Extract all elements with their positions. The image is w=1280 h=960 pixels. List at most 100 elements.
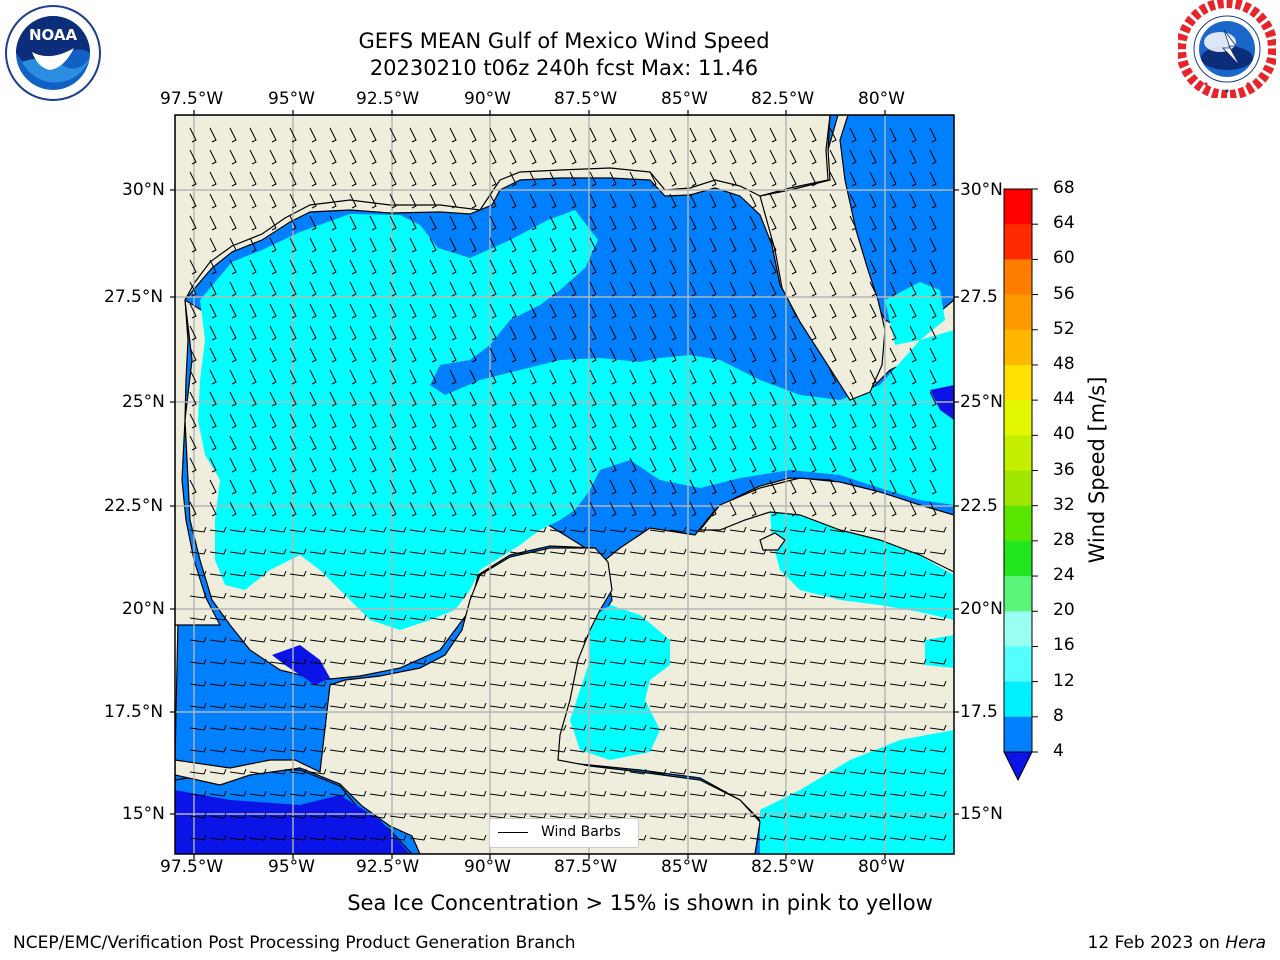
wind-barb [829,259,837,275]
wind-barb [789,680,807,687]
colorbar-tick-label: 44 [1053,389,1075,410]
wind-barb [649,435,657,451]
wind-barb [329,812,347,819]
wind-barb [349,812,367,819]
wind-barb [189,413,197,429]
wind-barb [569,636,587,643]
lat-label-left: 22.5°N [104,496,164,516]
wind-barb [709,369,717,385]
wind-barb [909,347,917,363]
wind-barb [409,746,427,753]
wind-barb [309,702,327,709]
us-mexico-coast-land [175,115,831,626]
wind-barb [649,193,657,209]
wind-barb [849,592,867,599]
wind-barb [489,391,497,407]
wind-barb [249,479,257,495]
wind-barb [529,149,537,165]
wind-barb [209,746,227,753]
wind-barb [389,548,407,555]
wind-barb [289,790,307,797]
wind-barb [849,501,857,517]
wind-barb [909,702,927,709]
wind-barb [289,237,297,253]
wind-barb [529,592,547,599]
wind-barb [289,680,307,687]
wind-barb [449,413,457,429]
wind-barb [509,724,527,731]
wind-barb [869,149,877,165]
wind-barb [329,325,337,341]
colorbar-title: Wind Speed [m/s] [1085,376,1109,564]
wind-barb [209,724,227,731]
wind-barb [789,259,797,275]
wind-barb [249,658,267,665]
wind-barb [709,614,727,621]
wind-barb [189,834,207,841]
wind-barb [729,658,747,665]
wind-barb [249,746,267,753]
wind-barb [409,812,427,819]
wind-barb [369,237,377,253]
wind-barb [729,325,737,341]
wind-barb [189,812,207,819]
wind-barb [589,768,607,775]
wind-barb [669,812,687,819]
wind-barb [349,614,367,621]
wind-barb [629,127,637,143]
wind-barb [889,614,907,621]
wind-barb [849,614,867,621]
wind-barb [309,680,327,687]
wind-barb [929,391,937,407]
wind-barb [729,193,737,209]
wind-barb [689,636,707,643]
wind-barb [549,658,567,665]
wind-barb [329,237,337,253]
wind-barb [469,391,477,407]
wind-barb [729,149,737,165]
map-grid [175,115,954,854]
wind-barb [649,834,667,841]
wind-barb [209,127,217,143]
lat-label-right: 30°N [960,180,1003,200]
colorbar-extend-arrow [1003,751,1033,782]
wind-barb [529,325,537,341]
wind-barb [269,391,277,407]
wind-barb [609,479,617,495]
wind-barb [249,592,267,599]
wind-barb [269,636,287,643]
wind-barb [929,702,947,709]
wind-barb [769,834,787,841]
wind-barb [609,435,617,451]
wind-barb [889,479,897,495]
wind-barb [449,812,467,819]
wind-barb [369,259,377,275]
wind-barb [629,391,637,407]
wind-barb [549,369,557,385]
wind-barb [569,768,587,775]
wind-barb [709,171,717,187]
wind-barb [509,592,527,599]
wind-barb [829,215,837,231]
wind-barb [629,281,637,297]
wind-barb [489,171,497,187]
wind-barb [929,746,947,753]
wind-barb [769,548,787,555]
wind-barb [889,636,907,643]
wind-barb [229,347,237,363]
wind-barb [289,347,297,363]
wind-barb [669,149,677,165]
wind-barb [729,724,747,731]
wind-barb [869,636,887,643]
wind-barb [909,768,927,775]
lat-label-left: 27.5°N [104,287,164,307]
wind-barb [689,680,707,687]
wind-barb [529,548,547,555]
wind-barb [489,526,507,533]
wind-barb [229,237,237,253]
wind-barb [289,479,297,495]
wind-barb [369,658,387,665]
wind-barb [349,746,367,753]
wind-barb [329,702,347,709]
wind-barb [189,127,197,143]
